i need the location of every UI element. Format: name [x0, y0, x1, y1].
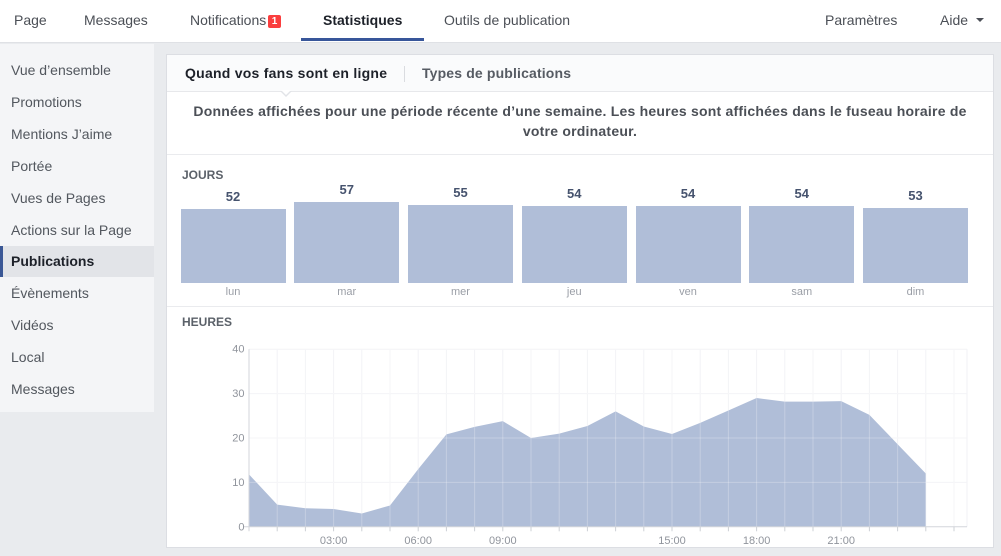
svg-text:40: 40	[232, 344, 244, 356]
svg-text:0: 0	[238, 521, 244, 533]
svg-text:21:00: 21:00	[827, 535, 855, 547]
svg-text:06:00: 06:00	[404, 535, 432, 547]
svg-text:03:00: 03:00	[320, 535, 348, 547]
svg-text:30: 30	[232, 388, 244, 400]
svg-text:15:00: 15:00	[658, 535, 686, 547]
svg-text:18:00: 18:00	[743, 535, 771, 547]
svg-text:20: 20	[232, 433, 244, 445]
svg-text:09:00: 09:00	[489, 535, 517, 547]
svg-text:10: 10	[232, 477, 244, 489]
